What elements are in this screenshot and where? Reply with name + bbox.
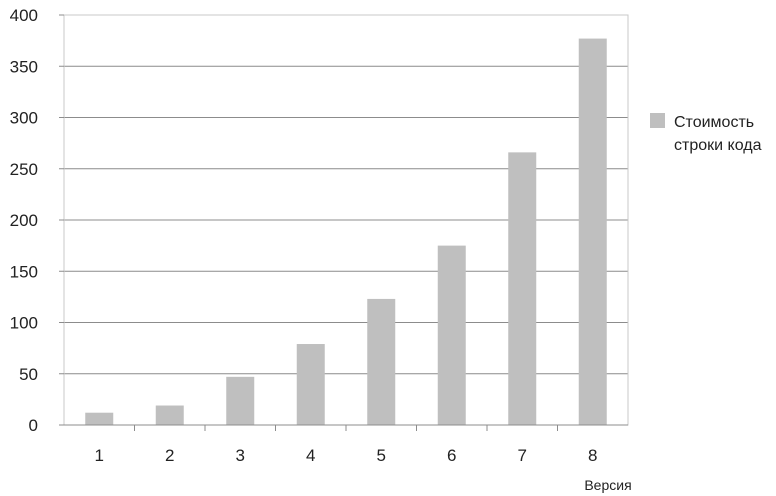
x-tick-label: 7	[518, 446, 527, 465]
x-tick-label: 8	[588, 446, 597, 465]
x-tick-label: 3	[236, 446, 245, 465]
bar-8	[578, 38, 607, 425]
x-axis-title: Версия	[584, 477, 631, 493]
legend: Стоимость строки кода	[650, 113, 762, 154]
bar-1	[85, 412, 114, 425]
x-tick-label: 5	[377, 446, 386, 465]
y-tick-label: 200	[10, 211, 38, 230]
y-tick-label: 100	[10, 314, 38, 333]
legend-swatch	[650, 113, 665, 128]
bar-5	[367, 298, 396, 425]
x-tick-label: 1	[95, 446, 104, 465]
bar-6	[437, 245, 466, 425]
x-tick-label: 6	[447, 446, 456, 465]
gridlines	[64, 14, 628, 375]
y-axis-ticks: 0 50 100 150 200 250 300 350 400	[10, 6, 64, 435]
y-tick-label: 400	[10, 6, 38, 25]
y-tick-label: 250	[10, 160, 38, 179]
bar-3	[226, 376, 255, 425]
bar-4	[296, 344, 325, 425]
x-axis-ticks: 1 2 3 4 5 6 7 8	[95, 425, 597, 465]
legend-label-line-1: Стоимость	[674, 114, 754, 131]
bar-7	[508, 152, 537, 425]
x-tick-label: 4	[306, 446, 315, 465]
y-tick-label: 150	[10, 262, 38, 281]
y-tick-label: 50	[19, 365, 38, 384]
y-tick-label: 0	[29, 416, 38, 435]
legend-label-line-2: строки кода	[674, 137, 762, 154]
x-tick-label: 2	[165, 446, 174, 465]
y-tick-label: 300	[10, 109, 38, 128]
bars	[85, 38, 607, 425]
bar-2	[155, 405, 184, 425]
y-tick-label: 350	[10, 57, 38, 76]
